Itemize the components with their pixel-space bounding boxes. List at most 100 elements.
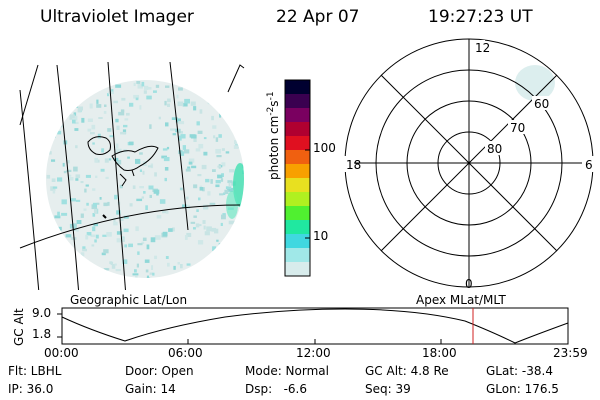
image-pixel [89,103,93,109]
image-pixel [193,215,197,218]
image-pixel [80,89,87,95]
image-pixel [66,83,70,88]
image-pixel [162,231,168,237]
image-pixel [78,80,84,83]
date-label: 22 Apr 07 [276,7,360,27]
image-pixel [237,238,243,241]
colorbar-swatch [285,220,310,235]
image-pixel [139,105,142,110]
image-pixel [54,260,61,263]
image-pixel [186,263,191,266]
image-pixel [139,169,142,172]
image-pixel [232,109,236,113]
image-pixel [86,232,92,236]
colorbar-label: photon cm-2s-1 [266,91,281,180]
image-pixel [242,244,244,249]
image-pixel [184,235,188,240]
info-mode: Mode: Normal [245,364,329,378]
image-pixel [176,94,179,99]
image-pixel [190,221,196,224]
image-pixel [146,277,151,278]
image-pixel [46,174,51,179]
image-pixel [234,140,240,145]
image-pixel [120,109,125,113]
image-pixel [122,259,128,264]
image-pixel [74,121,79,125]
image-pixel [104,104,107,107]
image-pixel [92,202,97,208]
image-pixel [190,101,196,106]
image-pixel [180,134,186,139]
image-pixel [149,272,153,275]
image-pixel [149,194,152,198]
image-pixel [168,228,173,232]
timeline-xtick-0600: 06:00 [168,346,203,360]
image-pixel [186,196,189,200]
timeline-ytick-9: 9.0 [32,306,52,320]
image-pixel [196,121,200,126]
image-pixel [51,178,56,182]
image-pixel [95,175,98,178]
earth-image [19,61,245,290]
colorbar-swatch [285,248,310,263]
app-title: Ultraviolet Imager [40,7,194,27]
image-pixel [61,199,67,205]
image-pixel [233,145,239,149]
altitude-curve [61,308,569,344]
image-pixel [143,191,146,194]
image-pixel [114,157,119,161]
image-pixel [193,184,198,189]
image-pixel [204,231,210,236]
image-pixel [101,148,105,153]
image-pixel [99,274,103,278]
image-pixel [212,246,217,251]
image-pixel [67,174,72,177]
image-pixel [116,210,121,215]
image-pixel [233,238,237,242]
image-pixel [191,272,196,275]
image-pixel [67,106,72,111]
mlt-label-0: 0 [465,277,473,291]
image-pixel [154,235,161,240]
image-pixel [179,135,182,141]
image-pixel [228,182,231,187]
image-pixel [136,81,141,84]
lat-label-80: 80 [487,142,502,156]
image-pixel [46,142,50,147]
image-pixel [179,131,183,134]
image-pixel [47,151,52,155]
image-pixel [103,110,107,114]
image-pixel [215,137,219,142]
image-pixel [104,158,109,163]
image-pixel [60,123,63,128]
image-pixel [216,239,219,242]
image-pixel [136,198,143,202]
image-pixel [179,151,185,156]
image-pixel [94,157,98,163]
image-pixel [195,275,200,278]
image-pixel [223,192,226,195]
image-pixel [63,108,67,113]
image-pixel [139,152,143,155]
timeline-xtick-0000: 00:00 [44,346,79,360]
image-pixel [177,101,184,107]
mlt-label-18: 18 [346,158,361,172]
image-pixel [111,264,116,269]
image-pixel [87,118,93,122]
image-pixel [218,134,222,138]
image-pixel [107,128,112,132]
image-pixel [198,197,201,201]
image-pixel [165,256,169,259]
image-pixel [182,145,186,150]
image-pixel [82,246,86,251]
image-pixel [67,272,72,275]
image-pixel [195,148,201,152]
image-pixel [76,220,82,224]
image-pixel [175,118,181,123]
image-pixel [193,138,197,142]
image-pixel [133,82,136,87]
image-pixel [81,117,85,123]
image-pixel [72,115,78,121]
image-pixel [214,228,219,234]
image-pixel [75,178,79,181]
